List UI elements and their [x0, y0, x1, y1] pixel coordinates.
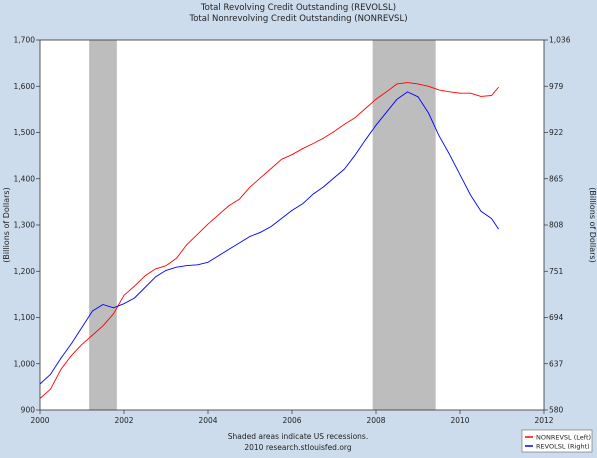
series-line-nonrevsl [39, 82, 499, 399]
legend-label-revolsl: REVOLSL (Right) [536, 443, 590, 451]
footer-source: 2010 research.stlouisfed.org [244, 443, 352, 452]
y-left-tick-label: 1,600 [14, 82, 36, 91]
y-right-tick-label: 979 [549, 82, 564, 91]
y-axis-label-left: (Billions of Dollars) [2, 187, 11, 262]
x-tick-label: 2012 [534, 416, 553, 425]
recession-band [372, 40, 436, 410]
y-right-tick-label: 751 [549, 267, 564, 276]
chart-subtitle: Total Nonrevolving Credit Outstanding (N… [188, 14, 407, 24]
legend: NONREVSL (Left) REVOLSL (Right) [521, 429, 593, 453]
recession-band [89, 40, 117, 410]
x-tick-label: 2010 [450, 416, 469, 425]
legend-box [521, 429, 593, 453]
y-left-tick-label: 1,100 [14, 313, 36, 322]
plot-background [40, 40, 544, 410]
y-left-tick-label: 1,200 [14, 267, 36, 276]
y-right-tick-label: 808 [549, 221, 564, 230]
x-tick-label: 2008 [366, 416, 385, 425]
footer-recession-note: Shaded areas indicate US recessions. [228, 432, 368, 441]
y-right-tick-label: 694 [549, 313, 564, 322]
y-left-tick-label: 1,300 [14, 221, 36, 230]
x-tick-label: 2006 [282, 416, 301, 425]
y-right-tick-label: 922 [549, 128, 564, 137]
y-left-tick-label: 1,500 [14, 128, 36, 137]
legend-label-nonrevsl: NONREVSL (Left) [536, 434, 591, 442]
y-right-tick-label: 637 [549, 359, 564, 368]
chart-title: Total Revolving Credit Outstanding (REVO… [200, 3, 396, 13]
plot-area [39, 39, 545, 411]
series-line-revolsl [39, 91, 499, 385]
y-left-tick-label: 900 [21, 406, 36, 415]
y-right-tick-label: 865 [549, 174, 564, 183]
y-right-tick-label: 580 [549, 406, 564, 415]
x-tick-label: 2000 [30, 416, 49, 425]
x-tick-label: 2002 [114, 416, 133, 425]
x-tick-label: 2004 [198, 416, 217, 425]
y-axis-label-right: (Billions of Dollars) [588, 187, 597, 262]
y-left-tick-label: 1,400 [14, 174, 36, 183]
y-left-tick-label: 1,000 [14, 359, 36, 368]
y-right-tick-label: 1,036 [549, 36, 571, 45]
y-left-tick-label: 1,700 [14, 36, 36, 45]
